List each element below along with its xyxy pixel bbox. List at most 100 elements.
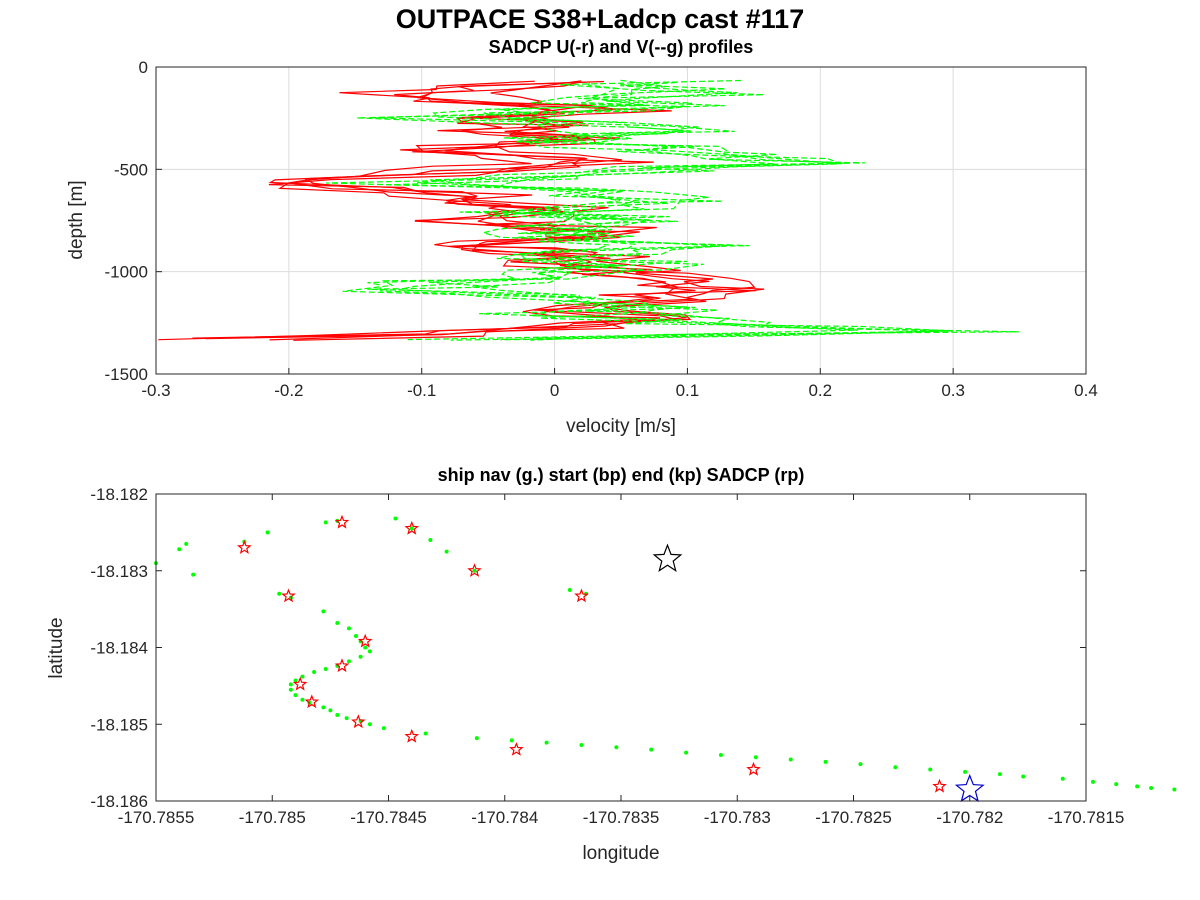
nav-x-tick-label: -170.7855 <box>118 808 195 827</box>
nav-point <box>367 722 372 727</box>
nav-point <box>346 626 351 631</box>
nav-point <box>184 541 189 546</box>
profiles-x-tick-label: 0.2 <box>808 381 832 400</box>
profiles-y-label: depth [m] <box>66 180 87 259</box>
nav-point <box>321 609 326 614</box>
nav-x-tick-label: -170.7815 <box>1048 808 1125 827</box>
profiles-x-tick-label: 0.4 <box>1074 381 1098 400</box>
profiles-x-tick-label: 0.3 <box>941 381 965 400</box>
nav-point <box>265 530 270 535</box>
nav-point <box>335 663 340 668</box>
profiles-x-tick-label: 0.1 <box>676 381 700 400</box>
profiles-y-tick-label: -500 <box>114 160 148 179</box>
nav-point <box>288 682 293 687</box>
nav-point <box>718 752 723 757</box>
sadcp-star-marker <box>304 694 320 709</box>
nav-point <box>335 713 340 718</box>
nav-point <box>1149 785 1154 790</box>
nav-point <box>428 538 433 543</box>
sadcp-star-marker <box>509 741 524 756</box>
nav-point <box>1114 782 1119 787</box>
nav-point <box>358 639 363 644</box>
nav-point <box>963 769 968 774</box>
nav-series <box>154 514 1177 803</box>
nav-point <box>614 745 619 750</box>
nav-point <box>277 591 282 596</box>
profile-line-v <box>388 79 950 341</box>
profiles-x-tick-label: -0.2 <box>274 381 303 400</box>
profiles-x-tick-label: -0.3 <box>141 381 170 400</box>
nav-point <box>684 750 689 755</box>
nav-point <box>409 526 414 531</box>
sadcp-star-marker <box>357 633 373 648</box>
nav-y-tick-label: -18.185 <box>90 715 148 734</box>
profiles-panel: -0.3 -0.2 -0.1 0 0.1 0.2 0.3 0.4 -1500 -1000 -500 0… <box>66 37 1098 437</box>
nav-y-tick-label: -18.183 <box>90 562 148 581</box>
nav-point <box>823 759 828 764</box>
profiles-title: SADCP U(-r) and V(--g) profiles <box>489 37 754 57</box>
nav-y-tick-label: -18.182 <box>90 485 148 504</box>
profiles-x-label: velocity [m/s] <box>566 416 676 437</box>
nav-point <box>509 738 514 743</box>
sadcp-star-marker <box>351 714 366 729</box>
nav-point <box>858 762 863 767</box>
sadcp-star-marker <box>281 588 296 603</box>
profiles-axes-box <box>155 66 1087 375</box>
sadcp-star-marker <box>932 778 947 793</box>
sadcp-star-marker <box>467 563 482 577</box>
nav-x-tick-label: -170.782 <box>936 808 1003 827</box>
profile-line-v <box>342 79 944 341</box>
nav-point <box>423 731 428 736</box>
figure-title: OUTPACE S38+Ladcp cast #117 <box>396 4 804 34</box>
nav-point <box>474 736 479 741</box>
nav-point <box>579 742 584 747</box>
nav-point <box>1090 779 1095 784</box>
nav-point <box>323 520 328 525</box>
nav-point <box>321 705 326 710</box>
nav-point <box>293 693 298 698</box>
nav-point <box>346 659 351 664</box>
nav-title: ship nav (g.) start (bp) end (kp) SADCP … <box>438 465 805 485</box>
nav-point <box>381 726 386 731</box>
nav-ticks: -170.7855 -170.785 -170.7845 -170.784 -170.7… <box>90 485 1124 827</box>
nav-point <box>472 568 477 573</box>
nav-point <box>363 645 368 650</box>
nav-point <box>191 572 196 577</box>
nav-point <box>1135 784 1140 789</box>
profiles-y-tick-label: 0 <box>139 58 148 77</box>
end-star-marker <box>652 543 683 572</box>
nav-point <box>312 670 317 675</box>
nav-x-label: longitude <box>582 843 659 864</box>
nav-panel: -170.7855 -170.785 -170.7845 -170.784 -170.7… <box>46 465 1177 864</box>
nav-point <box>288 687 293 692</box>
sadcp-star-marker <box>746 761 761 776</box>
nav-point <box>753 755 758 760</box>
nav-point <box>300 674 305 679</box>
nav-point <box>1060 776 1065 781</box>
nav-point <box>649 747 654 752</box>
nav-point <box>353 633 358 638</box>
nav-point <box>344 716 349 721</box>
nav-point <box>323 666 328 671</box>
profiles-y-tick-label: -1000 <box>105 263 148 282</box>
sadcp-star-marker <box>404 728 420 743</box>
nav-point <box>328 708 333 713</box>
nav-x-tick-label: -170.7825 <box>815 808 892 827</box>
profiles-x-tick-label: -0.1 <box>407 381 436 400</box>
nav-point <box>1021 774 1026 779</box>
nav-point <box>544 740 549 745</box>
nav-point <box>788 757 793 762</box>
nav-x-tick-label: -170.7845 <box>350 808 427 827</box>
nav-x-tick-label: -170.783 <box>704 808 771 827</box>
sadcp-star-marker <box>237 540 252 554</box>
sadcp-star-marker <box>334 514 350 529</box>
nav-x-tick-label: -170.785 <box>239 808 306 827</box>
nav-point <box>393 516 398 521</box>
nav-point <box>997 772 1002 777</box>
profiles-y-tick-label: -1500 <box>105 365 148 384</box>
nav-point <box>1172 787 1177 792</box>
nav-x-tick-label: -170.7835 <box>583 808 660 827</box>
nav-plot-area <box>156 494 1086 801</box>
sadcp-star-marker <box>574 588 589 603</box>
